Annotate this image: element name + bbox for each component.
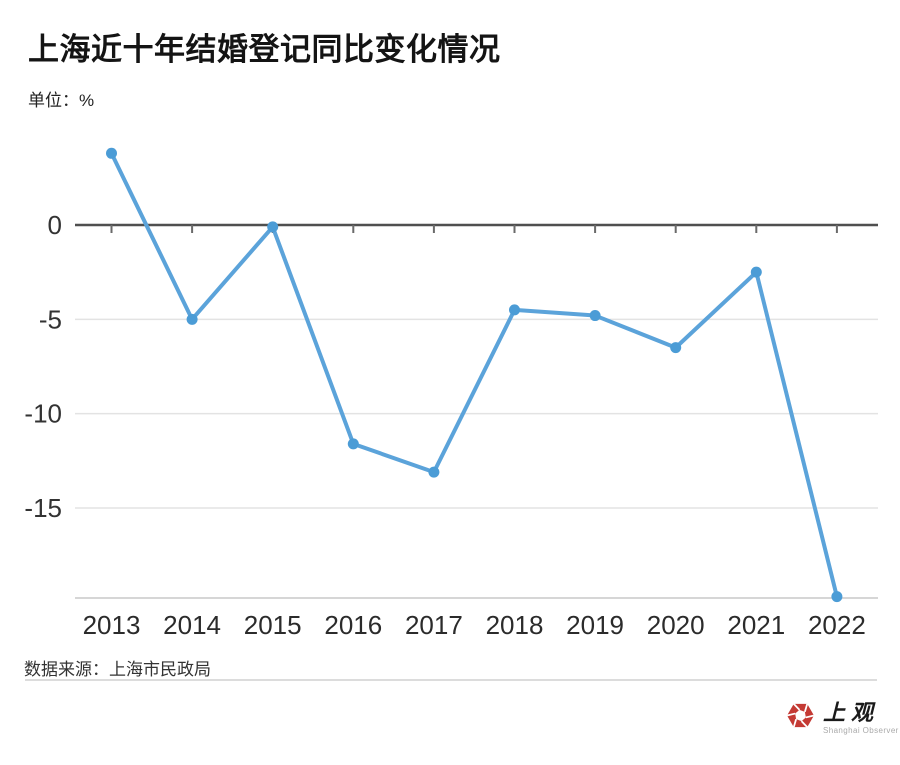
y-axis-label--15: -15 — [24, 493, 62, 523]
data-point-2015 — [267, 221, 279, 233]
logo-cn-text: 上观 — [823, 700, 880, 726]
data-point-2016 — [347, 438, 359, 450]
data-point-2019 — [589, 310, 601, 322]
line-chart: 0 -5 -10 -15 2013 2014 2015 2016 2017 2018 2019 202… — [24, 147, 878, 640]
data-point-2022 — [831, 591, 843, 603]
x-axis-label-2016: 2016 — [324, 610, 382, 640]
y-axis-label--10: -10 — [24, 399, 62, 429]
unit-label: 单位：% — [28, 91, 95, 110]
data-point-2014 — [186, 313, 198, 325]
data-source-label: 数据来源：上海市民政局 — [24, 660, 211, 679]
logo-en-text: Shanghai Observer — [823, 726, 899, 735]
x-axis-label-2014: 2014 — [163, 610, 221, 640]
x-axis-label-2021: 2021 — [727, 610, 785, 640]
data-point-2021 — [750, 266, 762, 278]
data-point-2013 — [106, 147, 117, 159]
page-title: 上海近十年结婚登记同比变化情况 — [28, 32, 501, 67]
bottom-divider — [25, 679, 877, 681]
data-point-2020 — [670, 342, 682, 354]
data-point-2018 — [509, 304, 520, 316]
x-axis-label-2013: 2013 — [83, 610, 141, 640]
x-axis-label-2020: 2020 — [647, 610, 705, 640]
x-axis-label-2022: 2022 — [808, 610, 866, 640]
x-axis-label-2019: 2019 — [566, 610, 624, 640]
aperture-hexagon-icon — [786, 703, 815, 728]
data-point-2017 — [428, 466, 440, 478]
shanghai-observer-logo: 上观 Shanghai Observer — [786, 701, 899, 735]
x-axis-label-2015: 2015 — [244, 610, 302, 640]
y-axis-label-0: 0 — [48, 210, 62, 240]
y-axis-label--5: -5 — [39, 304, 62, 334]
x-axis-label-2018: 2018 — [486, 610, 544, 640]
logo-wordmark: 上观 Shanghai Observer — [823, 701, 899, 735]
x-axis-label-2017: 2017 — [405, 610, 463, 640]
trend-line — [109, 151, 839, 599]
